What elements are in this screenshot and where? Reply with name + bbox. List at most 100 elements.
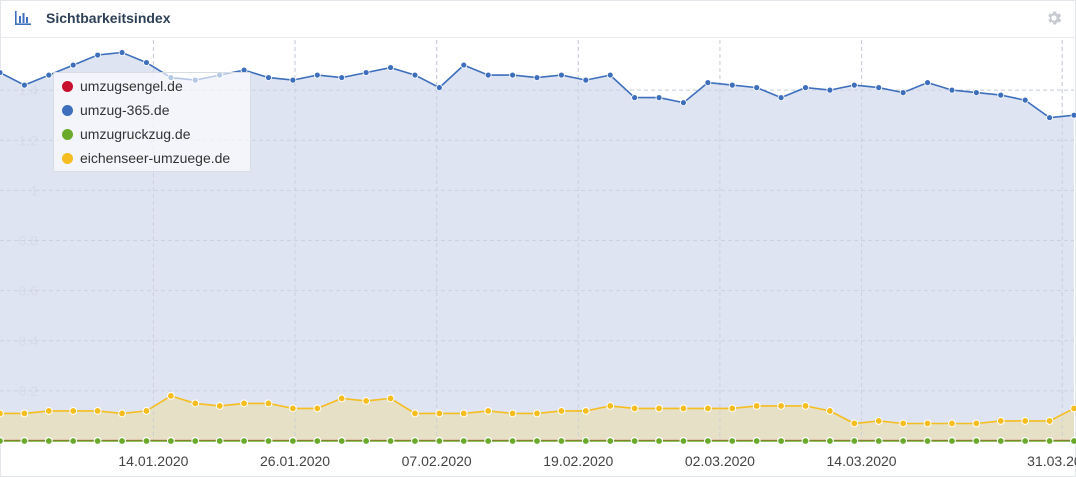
point-umzug-365[interactable] bbox=[1021, 96, 1029, 104]
point-eichenseer[interactable] bbox=[0, 409, 4, 418]
point-eichenseer[interactable] bbox=[20, 409, 29, 418]
point-umzug-365[interactable] bbox=[875, 84, 883, 92]
point-eichenseer[interactable] bbox=[289, 404, 297, 413]
point-umzug-365[interactable] bbox=[850, 81, 858, 89]
point-umzugruckzug[interactable] bbox=[289, 437, 297, 445]
point-umzug-365[interactable] bbox=[728, 81, 736, 89]
point-eichenseer[interactable] bbox=[606, 402, 615, 410]
point-umzugruckzug[interactable] bbox=[703, 437, 712, 445]
point-umzugruckzug[interactable] bbox=[826, 437, 834, 445]
point-umzug-365[interactable] bbox=[338, 74, 346, 81]
point-eichenseer[interactable] bbox=[362, 397, 371, 405]
point-umzugruckzug[interactable] bbox=[69, 437, 78, 445]
legend-item-eichenseer[interactable]: eichenseer-umzuege.de bbox=[62, 148, 230, 168]
point-umzugruckzug[interactable] bbox=[459, 437, 468, 445]
point-umzug-365[interactable] bbox=[558, 71, 565, 79]
point-umzug-365[interactable] bbox=[826, 86, 834, 94]
point-eichenseer[interactable] bbox=[1045, 417, 1054, 425]
point-umzug-365[interactable] bbox=[655, 94, 663, 102]
point-eichenseer[interactable] bbox=[484, 407, 493, 415]
point-eichenseer[interactable] bbox=[679, 404, 688, 413]
point-eichenseer[interactable] bbox=[215, 402, 224, 410]
point-umzug-365[interactable] bbox=[582, 76, 590, 84]
point-eichenseer[interactable] bbox=[948, 419, 956, 428]
point-umzugruckzug[interactable] bbox=[533, 437, 541, 445]
point-umzugruckzug[interactable] bbox=[118, 437, 126, 445]
point-umzugruckzug[interactable] bbox=[44, 437, 53, 445]
point-umzug-365[interactable] bbox=[69, 61, 77, 69]
point-eichenseer[interactable] bbox=[435, 409, 444, 418]
point-eichenseer[interactable] bbox=[655, 404, 663, 413]
point-umzugruckzug[interactable] bbox=[93, 437, 102, 445]
point-umzug-365[interactable] bbox=[680, 99, 687, 107]
point-eichenseer[interactable] bbox=[386, 394, 395, 403]
point-umzug-365[interactable] bbox=[435, 84, 443, 92]
point-umzugruckzug[interactable] bbox=[557, 437, 566, 445]
point-umzugruckzug[interactable] bbox=[0, 437, 4, 445]
point-eichenseer[interactable] bbox=[630, 404, 639, 413]
point-umzugruckzug[interactable] bbox=[264, 437, 273, 445]
point-umzugruckzug[interactable] bbox=[142, 437, 151, 445]
point-umzugruckzug[interactable] bbox=[337, 437, 346, 445]
point-umzugruckzug[interactable] bbox=[166, 437, 175, 445]
point-eichenseer[interactable] bbox=[850, 419, 859, 428]
point-eichenseer[interactable] bbox=[313, 404, 322, 413]
point-umzugruckzug[interactable] bbox=[801, 437, 810, 445]
point-eichenseer[interactable] bbox=[1021, 417, 1030, 425]
point-eichenseer[interactable] bbox=[899, 419, 908, 428]
point-umzugruckzug[interactable] bbox=[923, 437, 932, 445]
point-umzugruckzug[interactable] bbox=[581, 437, 590, 445]
point-umzug-365[interactable] bbox=[631, 94, 639, 102]
point-umzug-365[interactable] bbox=[362, 69, 370, 76]
point-umzugruckzug[interactable] bbox=[728, 437, 737, 445]
point-umzug-365[interactable] bbox=[899, 89, 907, 97]
point-eichenseer[interactable] bbox=[874, 417, 883, 425]
point-umzug-365[interactable] bbox=[533, 74, 541, 81]
point-umzug-365[interactable] bbox=[484, 71, 492, 79]
point-eichenseer[interactable] bbox=[1070, 404, 1076, 413]
point-umzug-365[interactable] bbox=[289, 76, 297, 84]
point-eichenseer[interactable] bbox=[44, 407, 53, 415]
point-umzug-365[interactable] bbox=[45, 71, 53, 79]
point-eichenseer[interactable] bbox=[581, 407, 590, 415]
point-eichenseer[interactable] bbox=[923, 419, 932, 428]
point-umzug-365[interactable] bbox=[606, 71, 614, 79]
point-eichenseer[interactable] bbox=[996, 417, 1005, 425]
point-umzug-365[interactable] bbox=[143, 59, 150, 66]
point-eichenseer[interactable] bbox=[93, 407, 102, 415]
point-umzug-365[interactable] bbox=[972, 89, 980, 97]
point-umzugruckzug[interactable] bbox=[191, 437, 200, 445]
point-umzugruckzug[interactable] bbox=[606, 437, 615, 445]
point-eichenseer[interactable] bbox=[508, 409, 517, 418]
point-umzugruckzug[interactable] bbox=[215, 437, 224, 445]
point-umzug-365[interactable] bbox=[1070, 111, 1076, 119]
point-umzugruckzug[interactable] bbox=[972, 437, 981, 445]
legend-item-umzug-365[interactable]: umzug-365.de bbox=[62, 100, 170, 120]
point-umzug-365[interactable] bbox=[802, 84, 809, 92]
point-eichenseer[interactable] bbox=[777, 402, 785, 410]
point-eichenseer[interactable] bbox=[703, 404, 712, 413]
point-eichenseer[interactable] bbox=[337, 394, 346, 403]
point-eichenseer[interactable] bbox=[557, 407, 566, 415]
point-umzugruckzug[interactable] bbox=[899, 437, 908, 445]
point-eichenseer[interactable] bbox=[459, 409, 468, 418]
point-umzugruckzug[interactable] bbox=[386, 437, 395, 445]
point-eichenseer[interactable] bbox=[166, 391, 175, 400]
point-umzug-365[interactable] bbox=[753, 84, 761, 92]
point-umzug-365[interactable] bbox=[313, 71, 321, 79]
point-umzugruckzug[interactable] bbox=[484, 437, 493, 445]
point-umzug-365[interactable] bbox=[94, 51, 102, 59]
point-eichenseer[interactable] bbox=[972, 419, 981, 428]
point-umzug-365[interactable] bbox=[924, 79, 931, 87]
point-umzug-365[interactable] bbox=[387, 64, 394, 71]
point-umzugruckzug[interactable] bbox=[874, 437, 883, 445]
point-umzugruckzug[interactable] bbox=[655, 437, 663, 445]
point-eichenseer[interactable] bbox=[826, 407, 834, 415]
point-umzugruckzug[interactable] bbox=[1070, 437, 1076, 445]
point-umzugruckzug[interactable] bbox=[630, 437, 639, 445]
point-umzugruckzug[interactable] bbox=[1021, 437, 1030, 445]
point-umzugruckzug[interactable] bbox=[313, 437, 322, 445]
point-umzug-365[interactable] bbox=[1046, 114, 1053, 122]
point-eichenseer[interactable] bbox=[118, 409, 126, 418]
point-umzug-365[interactable] bbox=[411, 71, 419, 79]
